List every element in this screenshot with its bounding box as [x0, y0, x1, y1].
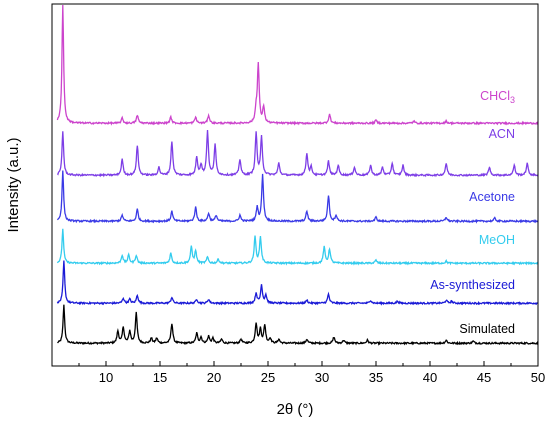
y-axis-label: Intensity (a.u.): [5, 137, 22, 232]
x-tick-label: 45: [477, 370, 491, 385]
x-tick-label: 10: [99, 370, 113, 385]
x-tick-label: 50: [531, 370, 545, 385]
x-tick-label: 20: [207, 370, 221, 385]
plot-area: Simulated As-synthesized MeOH Acetone ACN CHC…: [51, 3, 539, 367]
x-tick-label: 35: [369, 370, 383, 385]
series-label-chcl3: CHCl3: [480, 89, 515, 105]
x-axis-tick-labels: 10 15 20 25 30 35 40 45 50: [99, 370, 545, 385]
series-label-acn: ACN: [489, 127, 515, 141]
plot-frame: [51, 3, 539, 367]
series-line-acn: [56, 129, 539, 178]
series-label-meoh: MeOH: [479, 233, 515, 247]
x-axis-label: 2θ (°): [277, 401, 314, 418]
series-label-as-synthesized: As-synthesized: [430, 278, 515, 292]
x-tick-label: 30: [315, 370, 329, 385]
series-line-acetone: [56, 170, 539, 224]
x-tick-label: 40: [423, 370, 437, 385]
series-label-simulated: Simulated: [459, 322, 515, 336]
x-tick-label: 25: [261, 370, 275, 385]
series-labels: Simulated As-synthesized MeOH Acetone ACN CHC…: [430, 89, 515, 336]
series-line-chcl3: [56, 4, 539, 126]
x-axis-ticks: [51, 361, 539, 366]
traces: [56, 4, 539, 346]
series-line-as-synthesized: [56, 260, 539, 306]
series-line-simulated: [57, 304, 539, 346]
series-label-acetone: Acetone: [469, 190, 515, 204]
series-line-meoh: [56, 228, 539, 266]
x-tick-label: 15: [153, 370, 167, 385]
